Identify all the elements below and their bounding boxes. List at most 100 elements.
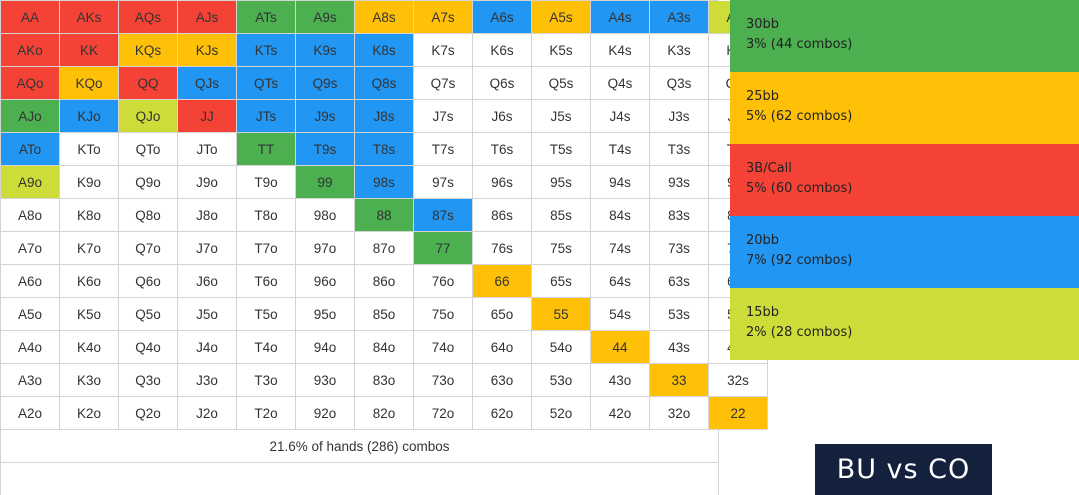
hand-cell[interactable]: J5o <box>178 298 237 331</box>
hand-cell[interactable]: K6s <box>473 34 532 67</box>
hand-cell[interactable]: 33 <box>650 364 709 397</box>
hand-cell[interactable]: 75s <box>532 232 591 265</box>
hand-cell[interactable]: 72o <box>414 397 473 430</box>
hand-cell[interactable]: 22 <box>709 397 768 430</box>
hand-cell[interactable]: ATs <box>237 1 296 34</box>
hand-cell[interactable]: 96s <box>473 166 532 199</box>
hand-cell[interactable]: J9o <box>178 166 237 199</box>
hand-cell[interactable]: J6s <box>473 100 532 133</box>
hand-cell[interactable]: 64s <box>591 265 650 298</box>
hand-cell[interactable]: 42o <box>591 397 650 430</box>
hand-cell[interactable]: K9o <box>60 166 119 199</box>
hand-cell[interactable]: TT <box>237 133 296 166</box>
hand-cell[interactable]: K5o <box>60 298 119 331</box>
hand-cell[interactable]: Q6o <box>119 265 178 298</box>
hand-cell[interactable]: K8o <box>60 199 119 232</box>
hand-cell[interactable]: K4s <box>591 34 650 67</box>
hand-cell[interactable]: Q8o <box>119 199 178 232</box>
hand-cell[interactable]: A9o <box>1 166 60 199</box>
hand-cell[interactable]: J8o <box>178 199 237 232</box>
hand-cell[interactable]: QJs <box>178 67 237 100</box>
hand-cell[interactable]: QQ <box>119 67 178 100</box>
hand-cell[interactable]: 94o <box>296 331 355 364</box>
hand-cell[interactable]: T9s <box>296 133 355 166</box>
hand-cell[interactable]: 95o <box>296 298 355 331</box>
hand-cell[interactable]: QTs <box>237 67 296 100</box>
hand-cell[interactable]: 63o <box>473 364 532 397</box>
hand-cell[interactable]: QJo <box>119 100 178 133</box>
hand-cell[interactable]: 85o <box>355 298 414 331</box>
hand-cell[interactable]: T6o <box>237 265 296 298</box>
hand-cell[interactable]: 54s <box>591 298 650 331</box>
hand-cell[interactable]: 98s <box>355 166 414 199</box>
hand-cell[interactable]: K5s <box>532 34 591 67</box>
hand-cell[interactable]: 65o <box>473 298 532 331</box>
hand-cell[interactable]: 63s <box>650 265 709 298</box>
hand-cell[interactable]: J4o <box>178 331 237 364</box>
hand-cell[interactable]: K8s <box>355 34 414 67</box>
hand-cell[interactable]: JJ <box>178 100 237 133</box>
hand-cell[interactable]: T5s <box>532 133 591 166</box>
hand-cell[interactable]: Q5o <box>119 298 178 331</box>
hand-cell[interactable]: K7o <box>60 232 119 265</box>
hand-cell[interactable]: A3o <box>1 364 60 397</box>
hand-cell[interactable]: A6o <box>1 265 60 298</box>
hand-cell[interactable]: J8s <box>355 100 414 133</box>
hand-cell[interactable]: J6o <box>178 265 237 298</box>
hand-cell[interactable]: KK <box>60 34 119 67</box>
hand-cell[interactable]: T5o <box>237 298 296 331</box>
hand-cell[interactable]: A4s <box>591 1 650 34</box>
hand-cell[interactable]: K3o <box>60 364 119 397</box>
hand-cell[interactable]: Q6s <box>473 67 532 100</box>
hand-cell[interactable]: K9s <box>296 34 355 67</box>
hand-cell[interactable]: T3s <box>650 133 709 166</box>
hand-cell[interactable]: 82o <box>355 397 414 430</box>
hand-cell[interactable]: K3s <box>650 34 709 67</box>
hand-cell[interactable]: ATo <box>1 133 60 166</box>
hand-cell[interactable]: T9o <box>237 166 296 199</box>
hand-cell[interactable]: T3o <box>237 364 296 397</box>
hand-cell[interactable]: A9s <box>296 1 355 34</box>
hand-cell[interactable]: 98o <box>296 199 355 232</box>
hand-cell[interactable]: Q3o <box>119 364 178 397</box>
hand-cell[interactable]: A5s <box>532 1 591 34</box>
hand-cell[interactable]: 97o <box>296 232 355 265</box>
hand-cell[interactable]: 87o <box>355 232 414 265</box>
hand-cell[interactable]: Q5s <box>532 67 591 100</box>
hand-cell[interactable]: QTo <box>119 133 178 166</box>
hand-cell[interactable]: A7o <box>1 232 60 265</box>
hand-cell[interactable]: 95s <box>532 166 591 199</box>
hand-cell[interactable]: 93o <box>296 364 355 397</box>
hand-cell[interactable]: J4s <box>591 100 650 133</box>
hand-cell[interactable]: 84s <box>591 199 650 232</box>
hand-cell[interactable]: 86s <box>473 199 532 232</box>
hand-cell[interactable]: Q4s <box>591 67 650 100</box>
hand-cell[interactable]: AQs <box>119 1 178 34</box>
hand-cell[interactable]: 44 <box>591 331 650 364</box>
hand-cell[interactable]: J2o <box>178 397 237 430</box>
hand-cell[interactable]: Q8s <box>355 67 414 100</box>
hand-cell[interactable]: KJs <box>178 34 237 67</box>
hand-cell[interactable]: 52o <box>532 397 591 430</box>
hand-cell[interactable]: 83o <box>355 364 414 397</box>
hand-cell[interactable]: T4s <box>591 133 650 166</box>
hand-cell[interactable]: T7s <box>414 133 473 166</box>
hand-cell[interactable]: 43s <box>650 331 709 364</box>
hand-cell[interactable]: 76o <box>414 265 473 298</box>
hand-cell[interactable]: K4o <box>60 331 119 364</box>
hand-cell[interactable]: AKo <box>1 34 60 67</box>
hand-cell[interactable]: J7o <box>178 232 237 265</box>
hand-cell[interactable]: A4o <box>1 331 60 364</box>
hand-cell[interactable]: 96o <box>296 265 355 298</box>
hand-cell[interactable]: AQo <box>1 67 60 100</box>
hand-cell[interactable]: K6o <box>60 265 119 298</box>
hand-cell[interactable]: K2o <box>60 397 119 430</box>
hand-cell[interactable]: 94s <box>591 166 650 199</box>
hand-cell[interactable]: 53o <box>532 364 591 397</box>
hand-cell[interactable]: AJs <box>178 1 237 34</box>
hand-cell[interactable]: T8s <box>355 133 414 166</box>
hand-cell[interactable]: JTs <box>237 100 296 133</box>
hand-cell[interactable]: 74o <box>414 331 473 364</box>
hand-cell[interactable]: J5s <box>532 100 591 133</box>
hand-cell[interactable]: 84o <box>355 331 414 364</box>
